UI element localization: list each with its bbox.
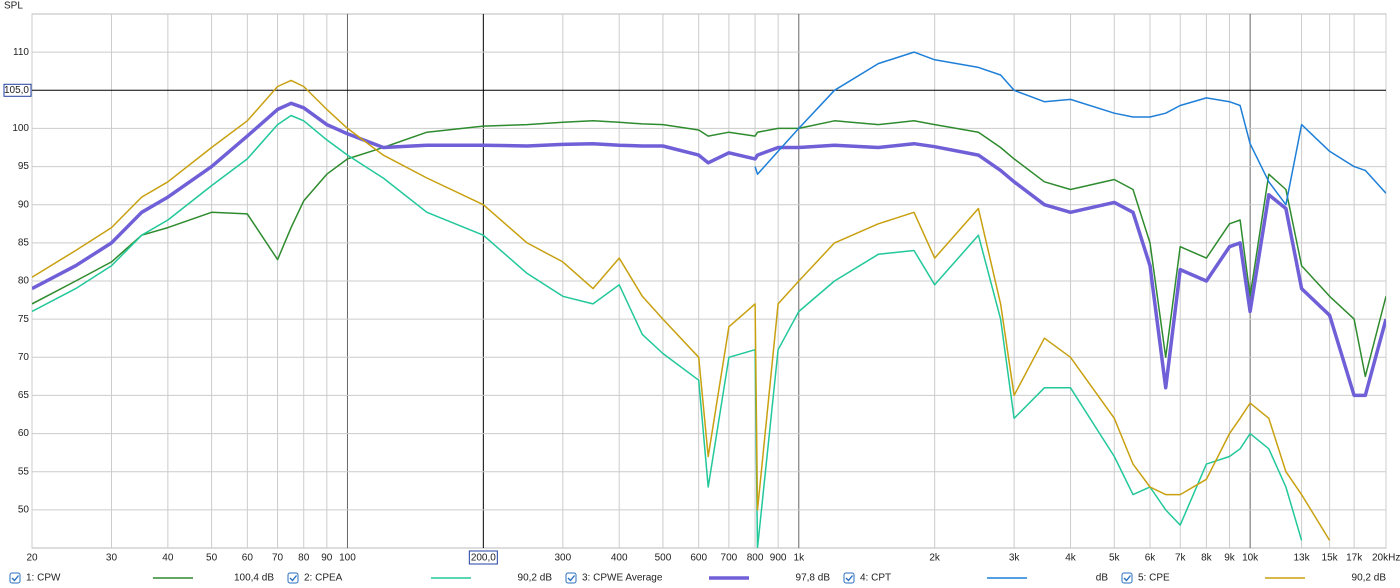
series-line bbox=[32, 101, 1386, 398]
legend-readout: dB bbox=[1096, 573, 1109, 584]
legend-readout: 97,8 dB bbox=[796, 573, 831, 584]
x-tick-label: 10k bbox=[1242, 553, 1259, 564]
series-line bbox=[32, 79, 1331, 541]
y-tick-label: 105,0 bbox=[4, 85, 29, 96]
x-tick-label: 40 bbox=[162, 553, 174, 564]
y-tick-label: 70 bbox=[18, 352, 30, 363]
y-tick-label: 85 bbox=[18, 237, 30, 248]
legend-checkbox[interactable] bbox=[843, 572, 855, 584]
cursor-label-box bbox=[3, 83, 32, 97]
x-tick-label: 700 bbox=[721, 553, 738, 564]
x-tick-label: 500 bbox=[655, 553, 672, 564]
x-tick-label: 8k bbox=[1201, 553, 1213, 564]
y-tick-label: 50 bbox=[18, 504, 30, 515]
legend-checkbox[interactable] bbox=[287, 572, 299, 584]
checkmark bbox=[289, 575, 298, 582]
x-tick-label: 50 bbox=[206, 553, 218, 564]
y-tick-label: 100 bbox=[12, 123, 29, 134]
x-tick-label: 15k bbox=[1322, 553, 1339, 564]
series-line bbox=[754, 51, 1386, 206]
checkmark bbox=[11, 575, 20, 582]
checkmark bbox=[1123, 575, 1132, 582]
y-tick-label: 110 bbox=[13, 47, 29, 58]
y-tick-label: 55 bbox=[18, 466, 30, 477]
x-tick-label: 4k bbox=[1065, 553, 1077, 564]
y-axis-label: SPL bbox=[4, 1, 23, 12]
x-tick-label: 60 bbox=[242, 553, 254, 564]
x-tick-label: 800 bbox=[747, 553, 764, 564]
labels: 20 30 40 50 60 70 80 90 100 200,0 300 400 500 600 700 8… bbox=[3, 47, 1400, 565]
y-tick-label: 90 bbox=[18, 199, 30, 210]
x-tick-label: 200,0 bbox=[471, 553, 496, 564]
x-tick-label: 400 bbox=[611, 553, 628, 564]
legend-label: 4: CPT bbox=[860, 573, 891, 584]
checkmark bbox=[567, 575, 576, 582]
x-tick-label: 20 bbox=[26, 553, 38, 564]
x-tick-label: 13k bbox=[1293, 553, 1310, 564]
legend: 1: CPW 100,4 dB 2: CPEA 90,2 dB 3: CPWE Aver… bbox=[9, 572, 1387, 584]
x-tick-label: 9k bbox=[1224, 553, 1236, 564]
legend-label: 5: CPE bbox=[1138, 573, 1170, 584]
x-tick-label: 90 bbox=[321, 553, 333, 564]
checkmark bbox=[845, 575, 854, 582]
x-tick-label: 300 bbox=[554, 553, 571, 564]
y-tick-label: 65 bbox=[18, 390, 30, 401]
y-tick-label: 75 bbox=[18, 314, 30, 325]
x-tick-label: 20kHz bbox=[1372, 553, 1400, 564]
x-tick-label: 80 bbox=[298, 553, 310, 564]
x-tick-label: 30 bbox=[106, 553, 118, 564]
x-tick-label: 6k bbox=[1145, 553, 1157, 564]
x-tick-label: 7k bbox=[1175, 553, 1187, 564]
grid bbox=[31, 14, 1387, 548]
x-tick-label: 3k bbox=[1009, 553, 1021, 564]
x-tick-label: 900 bbox=[770, 553, 787, 564]
legend-checkbox[interactable] bbox=[565, 572, 577, 584]
legend-readout: 90,2 dB bbox=[518, 573, 553, 584]
x-tick-label: 100 bbox=[339, 553, 356, 564]
y-tick-label: 60 bbox=[18, 428, 30, 439]
legend-label: 2: CPEA bbox=[304, 573, 343, 584]
y-tick-label: 95 bbox=[18, 161, 30, 172]
y-tick-label: 80 bbox=[18, 276, 30, 287]
legend-checkbox[interactable] bbox=[9, 572, 21, 584]
legend-label: 3: CPWE Average bbox=[582, 573, 663, 584]
legend-checkbox[interactable] bbox=[1121, 572, 1133, 584]
x-tick-label: 17k bbox=[1346, 553, 1363, 564]
x-tick-label: 1k bbox=[794, 553, 806, 564]
x-tick-label: 2k bbox=[929, 553, 941, 564]
series-line bbox=[32, 120, 1386, 378]
curves bbox=[32, 51, 1386, 548]
legend-readout: 90,2 dB bbox=[1352, 573, 1387, 584]
legend-readout: 100,4 dB bbox=[234, 573, 274, 584]
x-tick-label: 600 bbox=[690, 553, 707, 564]
x-tick-label: 5k bbox=[1109, 553, 1121, 564]
cursor-label-box bbox=[468, 550, 498, 565]
x-tick-label: 70 bbox=[272, 553, 284, 564]
legend-label: 1: CPW bbox=[26, 573, 61, 584]
